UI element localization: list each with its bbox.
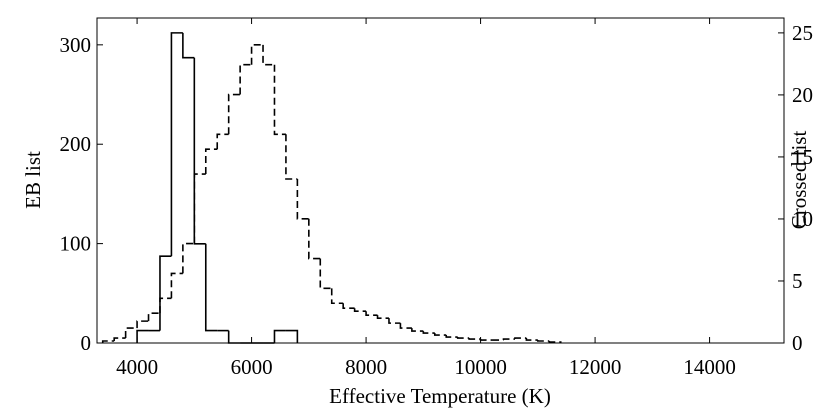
histogram-step: [159, 297, 172, 314]
histogram-step: [170, 32, 183, 257]
x-tick-label: 10000: [454, 355, 507, 379]
histogram-step: [204, 148, 218, 175]
x-tick-label: 14000: [683, 355, 736, 379]
x-tick-label: 8000: [345, 355, 387, 379]
histogram-step: [227, 93, 241, 135]
histogram-step: [182, 32, 195, 59]
y-tick-label: 200: [60, 132, 92, 156]
histogram-step: [124, 327, 138, 339]
histogram-step: [204, 243, 218, 332]
histogram-step: [250, 44, 264, 65]
x-tick-label: 12000: [569, 355, 622, 379]
histogram-step: [468, 338, 481, 340]
histogram-step: [422, 331, 435, 334]
histogram-step: [537, 340, 550, 342]
histogram-step: [285, 329, 299, 343]
y2-axis-label: Crossed list: [787, 131, 811, 230]
histogram-step: [193, 57, 206, 245]
plot-frame: [96, 17, 785, 344]
histogram-step: [227, 330, 241, 344]
histogram-step: [433, 333, 447, 336]
histogram-step: [388, 318, 401, 324]
histogram-step: [262, 44, 275, 66]
histogram-step: [353, 308, 367, 312]
histogram-step: [365, 311, 378, 316]
histogram-step: [193, 173, 206, 244]
histogram-step: [239, 63, 252, 95]
histogram-step: [308, 218, 321, 260]
y2-tick-label: 20: [792, 83, 813, 107]
histogram-step: [514, 337, 527, 340]
histogram-step: [502, 338, 515, 341]
histogram-step: [411, 328, 424, 332]
histogram-step: [159, 255, 172, 331]
histogram-step: [273, 64, 286, 136]
histogram-step: [479, 339, 493, 341]
y2-tick-label: 0: [792, 331, 803, 355]
histogram-step: [101, 340, 115, 343]
histogram-step: [342, 303, 355, 310]
x-tick-label: 4000: [116, 355, 158, 379]
histogram-step: [548, 341, 562, 343]
histogram-step: [136, 320, 149, 329]
y-tick-label: 0: [81, 331, 92, 355]
y2-tick-label: 10: [792, 207, 813, 231]
histogram-step: [376, 315, 389, 319]
y-tick-label: 100: [60, 232, 92, 256]
histogram-step: [296, 179, 309, 220]
histogram-step: [330, 288, 344, 305]
histogram-step: [273, 329, 286, 343]
histogram-step: [456, 337, 470, 339]
histogram-step: [285, 134, 298, 180]
histogram-step: [170, 272, 183, 299]
histogram-step: [399, 323, 412, 329]
histogram-step: [445, 335, 458, 338]
histogram-step: [147, 312, 160, 322]
histogram-step: [136, 329, 149, 343]
y2-tick-label: 15: [792, 145, 813, 169]
histogram-step: [216, 133, 229, 150]
histogram-step: [113, 337, 126, 342]
y2-tick-label: 5: [792, 269, 803, 293]
y2-tick-label: 25: [792, 21, 813, 45]
histogram-step: [182, 242, 195, 274]
x-tick-label: 6000: [231, 355, 273, 379]
histogram-step: [525, 338, 538, 341]
x-axis-label: Effective Temperature (K): [329, 384, 551, 408]
histogram-step: [319, 258, 332, 290]
y-tick-label: 300: [60, 33, 92, 57]
y-axis-label: EB list: [21, 151, 45, 209]
